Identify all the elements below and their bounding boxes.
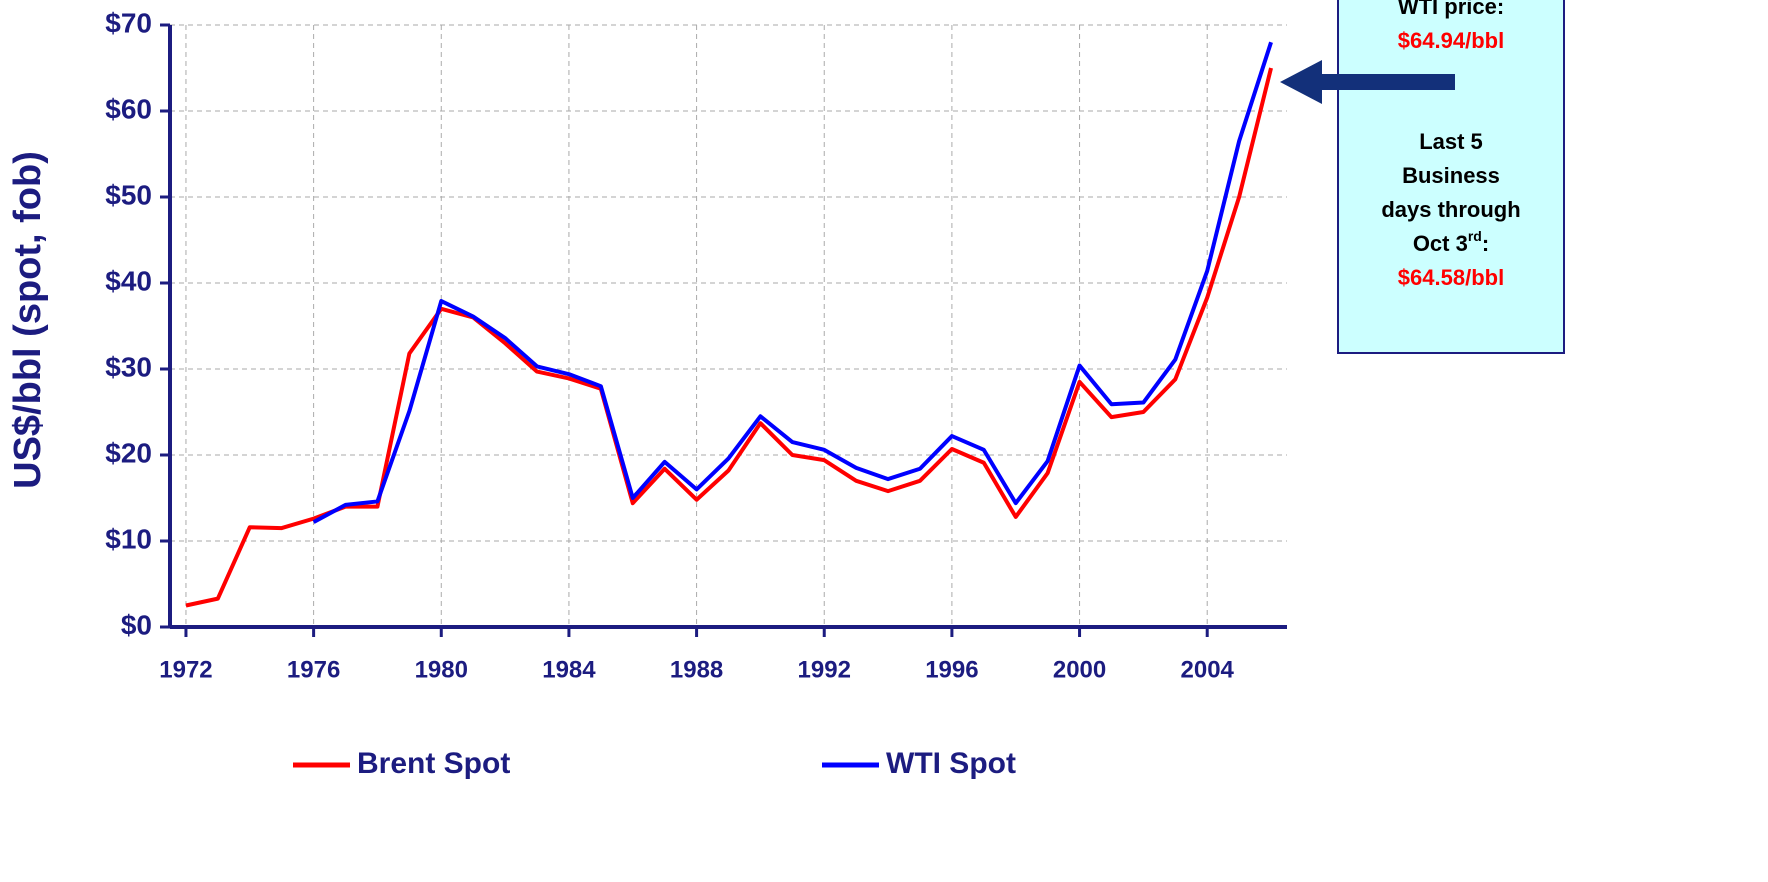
x-tick-label: 2004 [1181,656,1235,683]
x-tick-label: 1988 [670,656,723,683]
x-tick-label: 1996 [925,656,978,683]
y-tick-label: $30 [105,351,152,382]
line-series [185,67,1273,608]
annotation-text: Oct 3rd: [1413,228,1489,256]
annotation-text: Oct 3 [1413,231,1468,256]
annotation-price: $64.94/bbl [1398,28,1504,53]
y-tick-label: $20 [105,437,152,468]
annotation-superscript: rd [1468,228,1482,244]
arrow [1280,60,1455,104]
y-tick-label: $50 [105,179,152,210]
legend-label: Brent Spot [357,747,510,780]
x-tick-label: 1992 [798,656,851,683]
annotation-box [1337,0,1565,354]
annotation-text: WTI price: [1398,0,1504,19]
y-tick-label: $40 [105,265,152,296]
x-tick-label: 1980 [415,656,468,683]
y-tick-label: $70 [105,7,152,38]
y-tick-label: $10 [105,523,152,554]
x-tick-label: 1972 [159,656,212,683]
annotation-text: : [1482,231,1489,256]
annotation-text: days through [1381,197,1520,222]
y-tick-label: $0 [121,609,152,640]
annotation-text: Business [1402,163,1500,188]
x-tick-label: 1976 [287,656,340,683]
x-tick-label: 1984 [542,656,596,683]
x-tick-label: 2000 [1053,656,1106,683]
annotation-price: $64.58/bbl [1398,265,1504,290]
legend-label: WTI Spot [886,747,1016,780]
y-axis-title: US$/bbl (spot, fob) [7,151,49,489]
line-series [312,41,1273,524]
annotation-text: Last 5 [1419,129,1483,154]
y-tick-label: $60 [105,93,152,124]
